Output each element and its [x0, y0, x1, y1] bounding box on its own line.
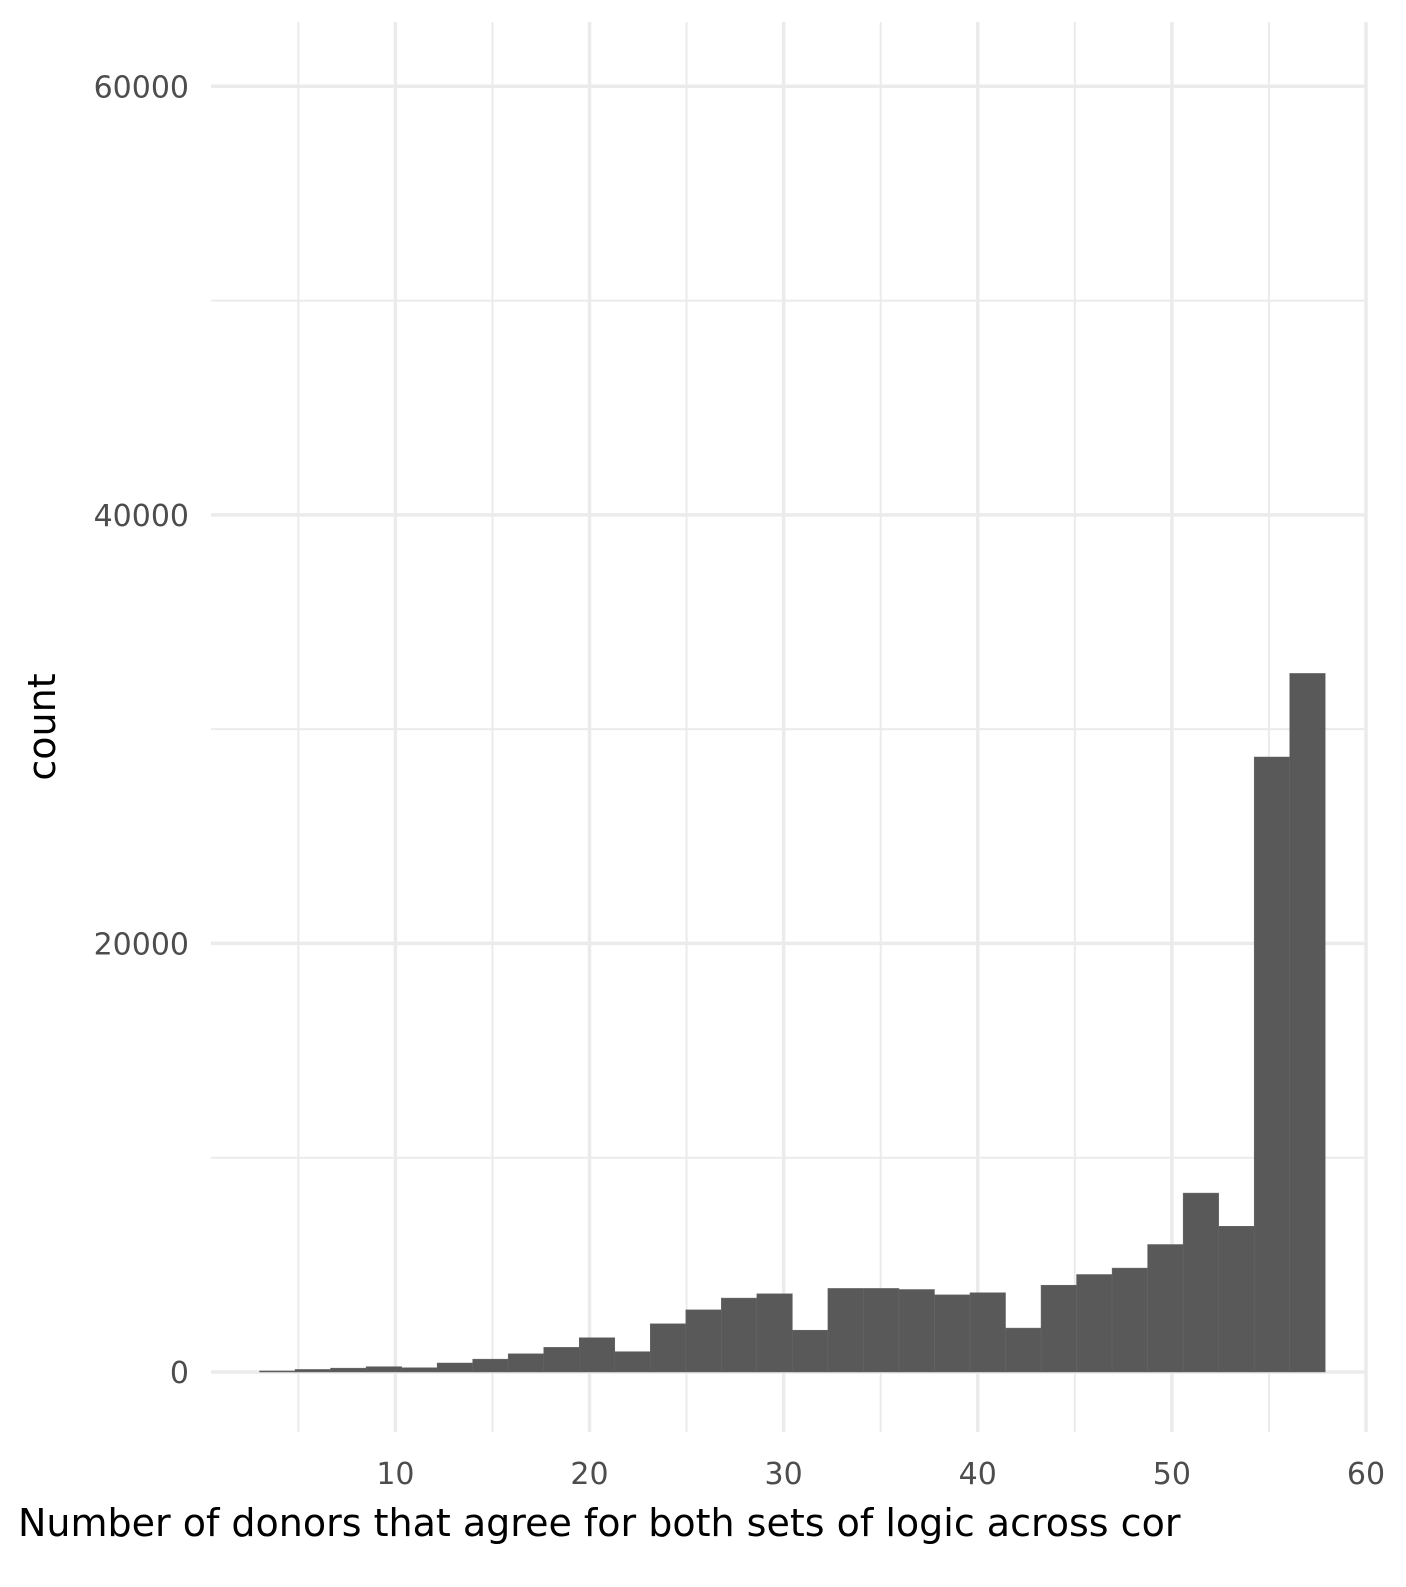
histogram-bar: [863, 1288, 900, 1373]
y-axis-title: count: [20, 673, 64, 780]
histogram-bars: [259, 673, 1326, 1373]
x-tick-label: 50: [1153, 1457, 1191, 1492]
histogram-bar: [756, 1293, 793, 1373]
major-gridlines: [211, 22, 1368, 1432]
histogram-bar: [650, 1323, 687, 1373]
histogram-bar: [436, 1362, 473, 1373]
histogram-bar: [1147, 1244, 1184, 1373]
histogram-bar: [721, 1297, 758, 1373]
histogram-bar: [1182, 1192, 1219, 1373]
histogram-bar: [685, 1309, 722, 1373]
histogram-bar: [969, 1292, 1006, 1373]
histogram-bar: [1005, 1327, 1042, 1373]
histogram-bar: [792, 1329, 829, 1373]
histogram-bar: [543, 1347, 580, 1373]
histogram-bar: [898, 1289, 935, 1373]
histogram-bar: [365, 1366, 402, 1373]
x-tick-label: 60: [1347, 1457, 1385, 1492]
histogram-bar: [1111, 1267, 1148, 1373]
histogram-bar: [1253, 756, 1290, 1373]
x-tick-label: 20: [570, 1457, 608, 1492]
histogram-bar: [578, 1337, 616, 1373]
y-tick-label: 40000: [94, 499, 189, 534]
x-axis-title: Number of donors that agree for both set…: [18, 1501, 1181, 1545]
minor-gridlines: [211, 22, 1366, 1432]
histogram-bar: [294, 1369, 331, 1373]
histogram-bar: [507, 1353, 544, 1373]
x-axis-tick-labels: 10 20 30 40 50 60: [376, 1457, 1385, 1492]
histogram-bar: [1076, 1274, 1113, 1373]
histogram-bar: [1040, 1284, 1077, 1373]
y-tick-label: 0: [170, 1356, 189, 1391]
histogram-bar: [472, 1358, 509, 1373]
histogram-bar: [1218, 1226, 1255, 1373]
histogram-bar: [614, 1351, 651, 1373]
histogram-bar: [1289, 673, 1326, 1373]
x-tick-label: 10: [376, 1457, 414, 1492]
x-tick-label: 30: [765, 1457, 803, 1492]
y-tick-label: 60000: [94, 70, 189, 105]
y-axis-tick-labels: 0 20000 40000 60000: [94, 70, 189, 1391]
histogram-bar: [934, 1294, 971, 1373]
x-tick-label: 40: [959, 1457, 997, 1492]
histogram-bar: [401, 1367, 438, 1373]
histogram-bar: [259, 1370, 296, 1373]
y-tick-label: 20000: [94, 927, 189, 962]
histogram-bar: [330, 1367, 367, 1373]
histogram-bar: [827, 1288, 864, 1373]
